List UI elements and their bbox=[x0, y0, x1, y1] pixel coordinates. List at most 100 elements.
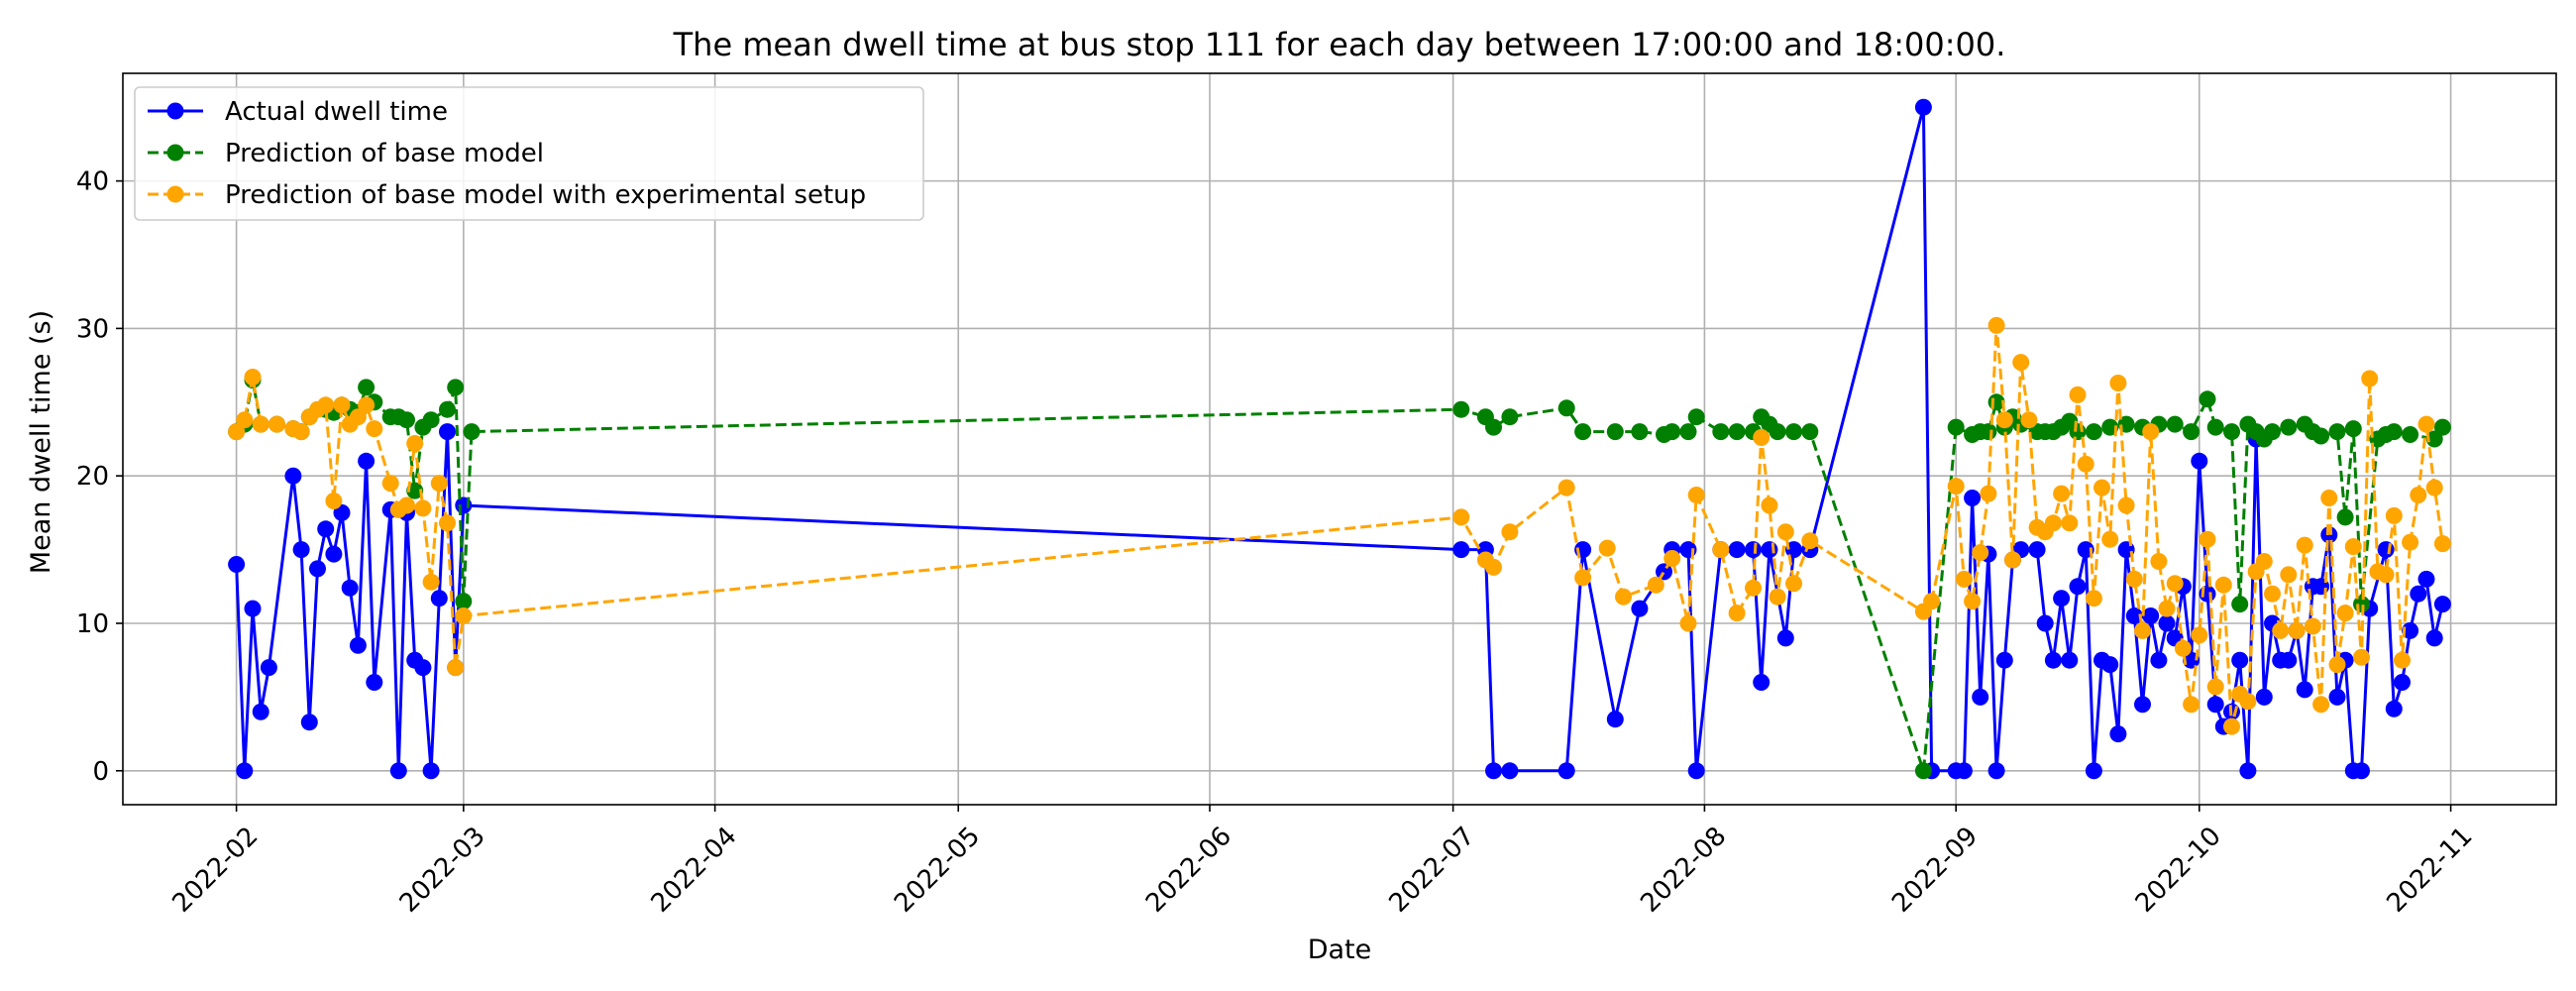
data-point bbox=[1801, 423, 1819, 441]
x-tick-label: 2022-06 bbox=[1140, 822, 1237, 919]
legend-swatch-marker bbox=[166, 185, 184, 203]
data-point bbox=[1687, 487, 1705, 503]
data-point bbox=[1501, 762, 1519, 780]
data-point bbox=[366, 420, 383, 438]
data-point bbox=[422, 573, 440, 591]
data-point bbox=[2288, 621, 2306, 639]
series-line bbox=[235, 379, 2444, 773]
data-point bbox=[2109, 375, 2127, 391]
data-point bbox=[1452, 400, 1470, 418]
data-point bbox=[2142, 607, 2160, 624]
data-point bbox=[455, 593, 473, 610]
data-point bbox=[2239, 693, 2257, 711]
data-point bbox=[1761, 541, 1778, 559]
data-point bbox=[1972, 688, 1989, 706]
data-point bbox=[1687, 762, 1705, 780]
data-point bbox=[2272, 621, 2290, 639]
y-axis-label: Mean dwell time (s) bbox=[26, 310, 56, 574]
data-point bbox=[2394, 674, 2411, 691]
data-point bbox=[2125, 607, 2143, 624]
data-point bbox=[1995, 411, 2013, 429]
data-point bbox=[1712, 541, 1730, 559]
data-point bbox=[1785, 541, 1802, 559]
data-point bbox=[1557, 762, 1575, 780]
data-point bbox=[398, 496, 415, 514]
data-point bbox=[2069, 385, 2087, 403]
data-point bbox=[2402, 621, 2419, 639]
data-point bbox=[1964, 593, 1982, 610]
data-point bbox=[1947, 478, 1965, 496]
data-point bbox=[2223, 423, 2240, 441]
data-point bbox=[2304, 617, 2321, 635]
data-point bbox=[1647, 576, 1664, 594]
data-point bbox=[1557, 399, 1575, 417]
data-point bbox=[2312, 696, 2330, 714]
data-point bbox=[1769, 588, 1786, 606]
data-point bbox=[2377, 541, 2395, 559]
data-point bbox=[1785, 423, 1802, 441]
y-tick-label: 10 bbox=[76, 609, 109, 639]
data-point bbox=[1501, 523, 1519, 541]
data-point bbox=[381, 475, 399, 493]
data-point bbox=[2385, 423, 2403, 441]
data-point bbox=[2012, 354, 2030, 372]
data-point bbox=[2036, 614, 2054, 632]
data-point bbox=[1728, 423, 1746, 441]
data-point bbox=[430, 590, 448, 607]
data-point bbox=[1728, 541, 1746, 559]
data-point bbox=[1776, 629, 1794, 647]
chart-title: The mean dwell time at bus stop 111 for … bbox=[673, 26, 2006, 63]
data-point bbox=[2214, 576, 2232, 594]
data-point bbox=[1761, 496, 1778, 514]
data-point bbox=[439, 400, 456, 418]
data-point bbox=[366, 674, 383, 691]
data-point bbox=[2044, 514, 2062, 532]
data-point bbox=[2150, 553, 2168, 570]
data-point bbox=[2264, 423, 2281, 441]
x-tick-label: 2022-11 bbox=[2382, 822, 2479, 919]
legend-swatch-marker bbox=[166, 144, 184, 162]
data-point bbox=[358, 379, 376, 396]
data-point bbox=[2385, 700, 2403, 717]
data-point bbox=[1753, 674, 1771, 691]
series-line bbox=[235, 323, 2444, 728]
data-point bbox=[1745, 541, 1762, 559]
data-point bbox=[1679, 614, 1697, 632]
data-point bbox=[2255, 688, 2273, 706]
data-point bbox=[358, 396, 376, 414]
data-point bbox=[2142, 423, 2160, 441]
x-tick-label: 2022-05 bbox=[889, 822, 986, 919]
data-point bbox=[1452, 508, 1470, 526]
data-point bbox=[325, 493, 343, 509]
data-point bbox=[1801, 532, 1819, 550]
series-3 bbox=[228, 316, 2451, 735]
data-point bbox=[2264, 585, 2281, 603]
data-point bbox=[1615, 588, 1632, 606]
x-tick-label: 2022-08 bbox=[1635, 822, 1732, 919]
data-series bbox=[228, 98, 2451, 780]
data-point bbox=[292, 541, 310, 559]
data-point bbox=[1485, 762, 1502, 780]
data-point bbox=[2101, 530, 2119, 548]
data-point bbox=[358, 452, 376, 470]
data-point bbox=[2239, 762, 2257, 780]
data-point bbox=[1485, 558, 1502, 576]
data-point bbox=[1664, 550, 1681, 567]
legend: Actual dwell time Prediction of base mode… bbox=[134, 86, 924, 221]
data-point bbox=[2085, 590, 2102, 607]
x-tick-label: 2022-03 bbox=[394, 822, 491, 919]
data-point bbox=[414, 659, 432, 677]
y-axis-ticks: 0 10 20 30 40 bbox=[76, 167, 123, 787]
data-point bbox=[2150, 651, 2168, 669]
data-point bbox=[2191, 626, 2208, 644]
data-point bbox=[2231, 651, 2249, 669]
data-point bbox=[1687, 408, 1705, 426]
legend-label: Prediction of base model bbox=[225, 139, 544, 168]
data-point bbox=[244, 369, 262, 385]
data-point bbox=[2344, 538, 2362, 556]
data-point bbox=[2425, 629, 2443, 647]
data-point bbox=[2328, 688, 2346, 706]
data-point bbox=[2385, 506, 2403, 524]
data-point bbox=[284, 467, 302, 485]
data-point bbox=[2223, 717, 2240, 735]
